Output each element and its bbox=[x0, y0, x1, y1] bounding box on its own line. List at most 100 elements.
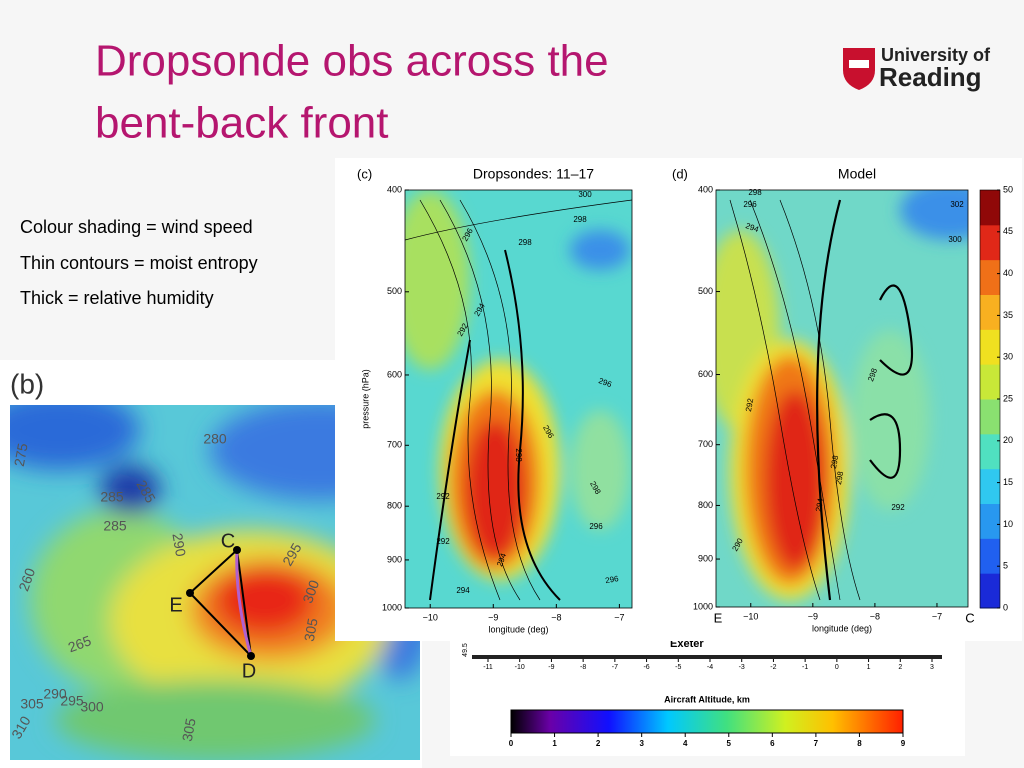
aircraft-strip bbox=[472, 655, 942, 659]
y-tick-label: 700 bbox=[698, 439, 713, 449]
logo-text: Reading bbox=[879, 62, 982, 92]
point-label: E bbox=[169, 594, 182, 616]
y-tick-label: 600 bbox=[698, 369, 713, 379]
contour-label: 300 bbox=[948, 235, 962, 244]
contour-label: 298 bbox=[573, 215, 587, 224]
contour-label: 294 bbox=[744, 221, 760, 234]
lat-label: 49.5 bbox=[462, 643, 469, 657]
y-tick-label: 800 bbox=[698, 500, 713, 510]
colorbar-tick-label: 3 bbox=[639, 739, 644, 748]
y-tick-label: 400 bbox=[387, 184, 402, 194]
y-tick-label: 1000 bbox=[382, 602, 402, 612]
contour-label: 285 bbox=[103, 518, 127, 534]
y-tick-label: 600 bbox=[387, 369, 402, 379]
contour-label: 302 bbox=[950, 200, 964, 209]
x-tick-label: -4 bbox=[707, 664, 713, 671]
y-tick-label: 500 bbox=[387, 286, 402, 296]
end-label: E bbox=[714, 610, 723, 625]
contour-label: 298 bbox=[834, 470, 845, 485]
colorbar-swatch bbox=[980, 190, 1000, 226]
contour-label: 294 bbox=[495, 552, 508, 568]
colorbar-tick-label: 5 bbox=[727, 739, 732, 748]
contour-label: 280 bbox=[203, 431, 227, 447]
x-tick-label: -7 bbox=[612, 664, 618, 671]
colorbar-tick-label: 4 bbox=[683, 739, 688, 748]
x-tick-label: 2 bbox=[898, 664, 902, 671]
contour-label: 292 bbox=[436, 537, 450, 546]
contour-label: 296 bbox=[589, 522, 603, 531]
colorbar-tick-label: 45 bbox=[1003, 226, 1013, 236]
colorbar-swatch bbox=[980, 538, 1000, 574]
x-tick-label: -8 bbox=[580, 664, 586, 671]
y-tick-label: 500 bbox=[698, 286, 713, 296]
contour-label: 275 bbox=[11, 442, 31, 468]
contour-label: 298 bbox=[866, 367, 879, 383]
contour-label: 300 bbox=[299, 578, 322, 606]
x-axis-label: longitude (deg) bbox=[812, 623, 872, 633]
panel-label: (b) bbox=[10, 368, 44, 399]
point-label: C bbox=[221, 530, 235, 552]
colorbar-tick-label: 50 bbox=[1003, 184, 1013, 194]
colorbar-tick-label: 2 bbox=[596, 739, 601, 748]
bullet: Thin contours = moist entropy bbox=[20, 253, 258, 273]
colorbar-tick-label: 0 bbox=[509, 739, 514, 748]
bullet: Thick = relative humidity bbox=[20, 288, 214, 308]
contour-label: 296 bbox=[743, 200, 757, 209]
colorbar-tick-label: 35 bbox=[1003, 310, 1013, 320]
contour-label: 292 bbox=[744, 397, 755, 412]
contour-label: 294 bbox=[814, 497, 825, 512]
contour-label: 290 bbox=[169, 532, 189, 558]
contour-label: 265 bbox=[66, 632, 94, 655]
colorbar-swatch bbox=[980, 329, 1000, 365]
contour-label: 298 bbox=[748, 188, 762, 197]
contour-label: 298 bbox=[514, 448, 523, 462]
colorbar-tick-label: 25 bbox=[1003, 393, 1013, 403]
y-tick-label: 800 bbox=[387, 501, 402, 511]
title-line: Dropsonde obs across the bbox=[95, 37, 609, 86]
colorbar-tick-label: 1 bbox=[552, 739, 557, 748]
title-line: bent-back front bbox=[95, 99, 389, 148]
y-tick-label: 700 bbox=[387, 440, 402, 450]
colorbar-swatch bbox=[980, 399, 1000, 435]
colorbar-swatch bbox=[980, 468, 1000, 504]
logo-text: University of bbox=[881, 45, 991, 65]
colorbar-title: Aircraft Altitude, km bbox=[664, 694, 750, 704]
contour-label: 260 bbox=[15, 566, 38, 594]
x-tick-label: −8 bbox=[551, 612, 561, 622]
contour-label: 296 bbox=[605, 574, 620, 585]
colorbar-swatch bbox=[980, 224, 1000, 261]
shading-d bbox=[716, 190, 968, 607]
contour-label: 305 bbox=[179, 717, 199, 743]
point bbox=[186, 589, 194, 597]
colorbar-tick-label: 0 bbox=[1003, 602, 1008, 612]
logo-shield bbox=[843, 48, 875, 90]
contour-label: 292 bbox=[891, 503, 905, 512]
contour-label: 294 bbox=[456, 586, 470, 595]
logo-band bbox=[849, 60, 869, 68]
contour-label: 298 bbox=[829, 454, 840, 469]
x-axis-label: longitude (deg) bbox=[488, 624, 548, 634]
panel-label: (c) bbox=[357, 166, 372, 181]
x-tick-label: 0 bbox=[835, 664, 839, 671]
flight-track bbox=[235, 549, 253, 657]
colorbar-tick-label: 9 bbox=[901, 739, 906, 748]
plot-frame bbox=[715, 189, 969, 608]
contour-label: 292 bbox=[436, 492, 450, 501]
logo: University of Reading bbox=[843, 45, 991, 92]
y-tick-label: 400 bbox=[698, 184, 713, 194]
x-tick-label: −8 bbox=[870, 611, 880, 621]
colorbar-tick-label: 8 bbox=[857, 739, 862, 748]
contour-label: 300 bbox=[80, 699, 104, 715]
contour-label: 290 bbox=[43, 686, 67, 702]
altitude-colorbar bbox=[510, 709, 904, 734]
x-tick-label: -11 bbox=[483, 664, 493, 671]
colorbar-swatch bbox=[980, 433, 1000, 470]
x-tick-label: -2 bbox=[770, 664, 776, 671]
colorbar-swatch bbox=[980, 573, 1000, 609]
y-tick-label: 900 bbox=[387, 554, 402, 564]
x-tick-label: -10 bbox=[515, 664, 525, 671]
contour-label: 295 bbox=[60, 693, 84, 709]
colorbar-tick-label: 5 bbox=[1003, 561, 1008, 571]
